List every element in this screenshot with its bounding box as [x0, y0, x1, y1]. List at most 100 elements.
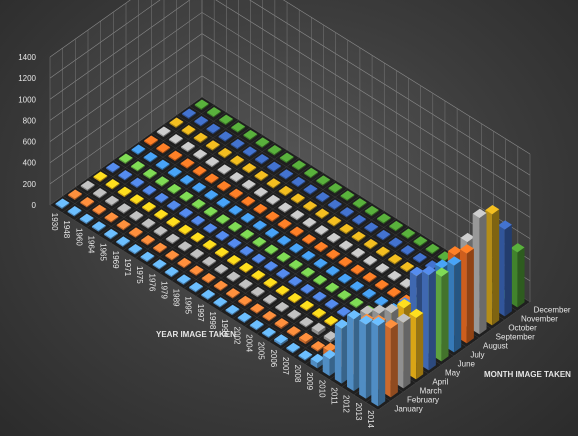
bar-october-1997	[315, 208, 330, 220]
bar-september-1975	[241, 179, 256, 191]
bar-face	[363, 243, 371, 250]
bar-december-1930	[194, 99, 209, 110]
bar-face	[337, 278, 345, 285]
bar-june-1997	[264, 244, 279, 256]
bar-face	[303, 189, 311, 195]
bar-face	[434, 272, 442, 362]
bar-side	[321, 229, 329, 236]
bar-face	[180, 163, 188, 169]
bar-february-2002	[250, 303, 265, 314]
bar-top	[182, 108, 197, 118]
bar-face	[362, 293, 370, 300]
bar-side	[334, 203, 342, 211]
bar-top	[374, 296, 389, 306]
bar-side	[346, 211, 354, 218]
bar-side	[345, 244, 353, 251]
bar-side	[111, 216, 119, 223]
bar-face	[322, 354, 330, 376]
bar-side	[256, 324, 264, 331]
month-tick-label: December	[534, 306, 571, 315]
bar-side	[200, 136, 208, 144]
bar-side	[224, 168, 232, 175]
bar-top	[304, 167, 319, 178]
bar-november-1998	[340, 207, 354, 218]
bar-october-2006	[388, 254, 403, 265]
bar-face	[303, 206, 310, 212]
bar-april-1995	[227, 254, 241, 266]
bar-december-1989	[316, 175, 331, 186]
bar-side	[369, 292, 377, 300]
bar-june-1930	[118, 153, 133, 164]
z-tick-label: 200	[23, 180, 37, 189]
bar-top	[168, 134, 183, 144]
bar-december-1969	[255, 137, 270, 148]
bar-face	[168, 139, 176, 145]
bar-top	[167, 167, 182, 177]
bar-september-1979	[266, 194, 281, 206]
bar-side	[198, 203, 206, 210]
bar-top	[128, 227, 143, 237]
bar-side	[280, 338, 289, 346]
bar-side	[261, 174, 269, 182]
bar-side	[322, 196, 330, 203]
bar-july-2006	[350, 281, 365, 292]
bar-face	[105, 184, 113, 190]
bar-top	[472, 208, 487, 219]
bar-face	[179, 196, 187, 202]
bar-october-1999	[339, 223, 354, 235]
bar-july-2007	[362, 288, 377, 300]
bar-july-1971	[204, 190, 219, 201]
bar-september-2007	[387, 270, 402, 282]
bar-june-1969	[179, 191, 194, 202]
bar-side	[87, 201, 95, 208]
bar-side	[136, 215, 144, 222]
bar-face	[193, 137, 201, 144]
bar-may-1969	[166, 200, 181, 211]
bar-top	[130, 161, 145, 171]
bar-side	[161, 197, 169, 204]
bar-side	[369, 276, 377, 283]
bar-face	[105, 200, 112, 207]
bar-side	[197, 236, 205, 243]
bar-face	[299, 322, 307, 328]
bar-face	[339, 228, 347, 235]
bar-face	[80, 202, 88, 208]
bar-side	[310, 188, 318, 195]
bar-face	[263, 299, 270, 305]
bar-february-1976	[165, 250, 180, 261]
bar-top	[279, 152, 294, 162]
bar-face	[252, 242, 260, 248]
month-tick-label: April	[432, 378, 448, 387]
bar-side	[504, 224, 512, 317]
bar-side	[307, 288, 315, 295]
bar-top	[376, 229, 391, 240]
bar-april-1975	[178, 224, 193, 236]
bar-face	[156, 148, 164, 154]
bar-top	[286, 326, 301, 336]
bar-side	[183, 278, 191, 285]
bar-top	[409, 266, 424, 277]
bar-top	[141, 235, 155, 245]
z-tick-label: 1200	[18, 74, 36, 83]
bar-february-2014	[383, 319, 398, 398]
bar-march-1997	[226, 271, 241, 283]
bar-face	[128, 249, 136, 255]
bar-july-1930	[131, 144, 146, 155]
bar-face	[377, 218, 384, 224]
z-axis-ticks: 0 200 400 600 800 1000 1200 1400	[18, 53, 36, 210]
bar-september-2006	[375, 263, 390, 274]
year-tick-label: 1989	[172, 289, 181, 307]
bar-april-2006	[312, 308, 327, 319]
bar-top	[290, 209, 305, 220]
bar-top	[254, 170, 269, 180]
bar-april-1997	[239, 262, 254, 274]
bar-top	[323, 330, 338, 341]
bar-top	[262, 310, 277, 321]
bar-top	[310, 353, 325, 364]
bar-july-1989	[252, 220, 267, 231]
bar-august-1971	[217, 181, 231, 192]
bar-top	[241, 179, 256, 189]
year-tick-label: 1969	[111, 251, 120, 269]
bar-side	[344, 294, 352, 301]
bar-top	[231, 122, 246, 132]
